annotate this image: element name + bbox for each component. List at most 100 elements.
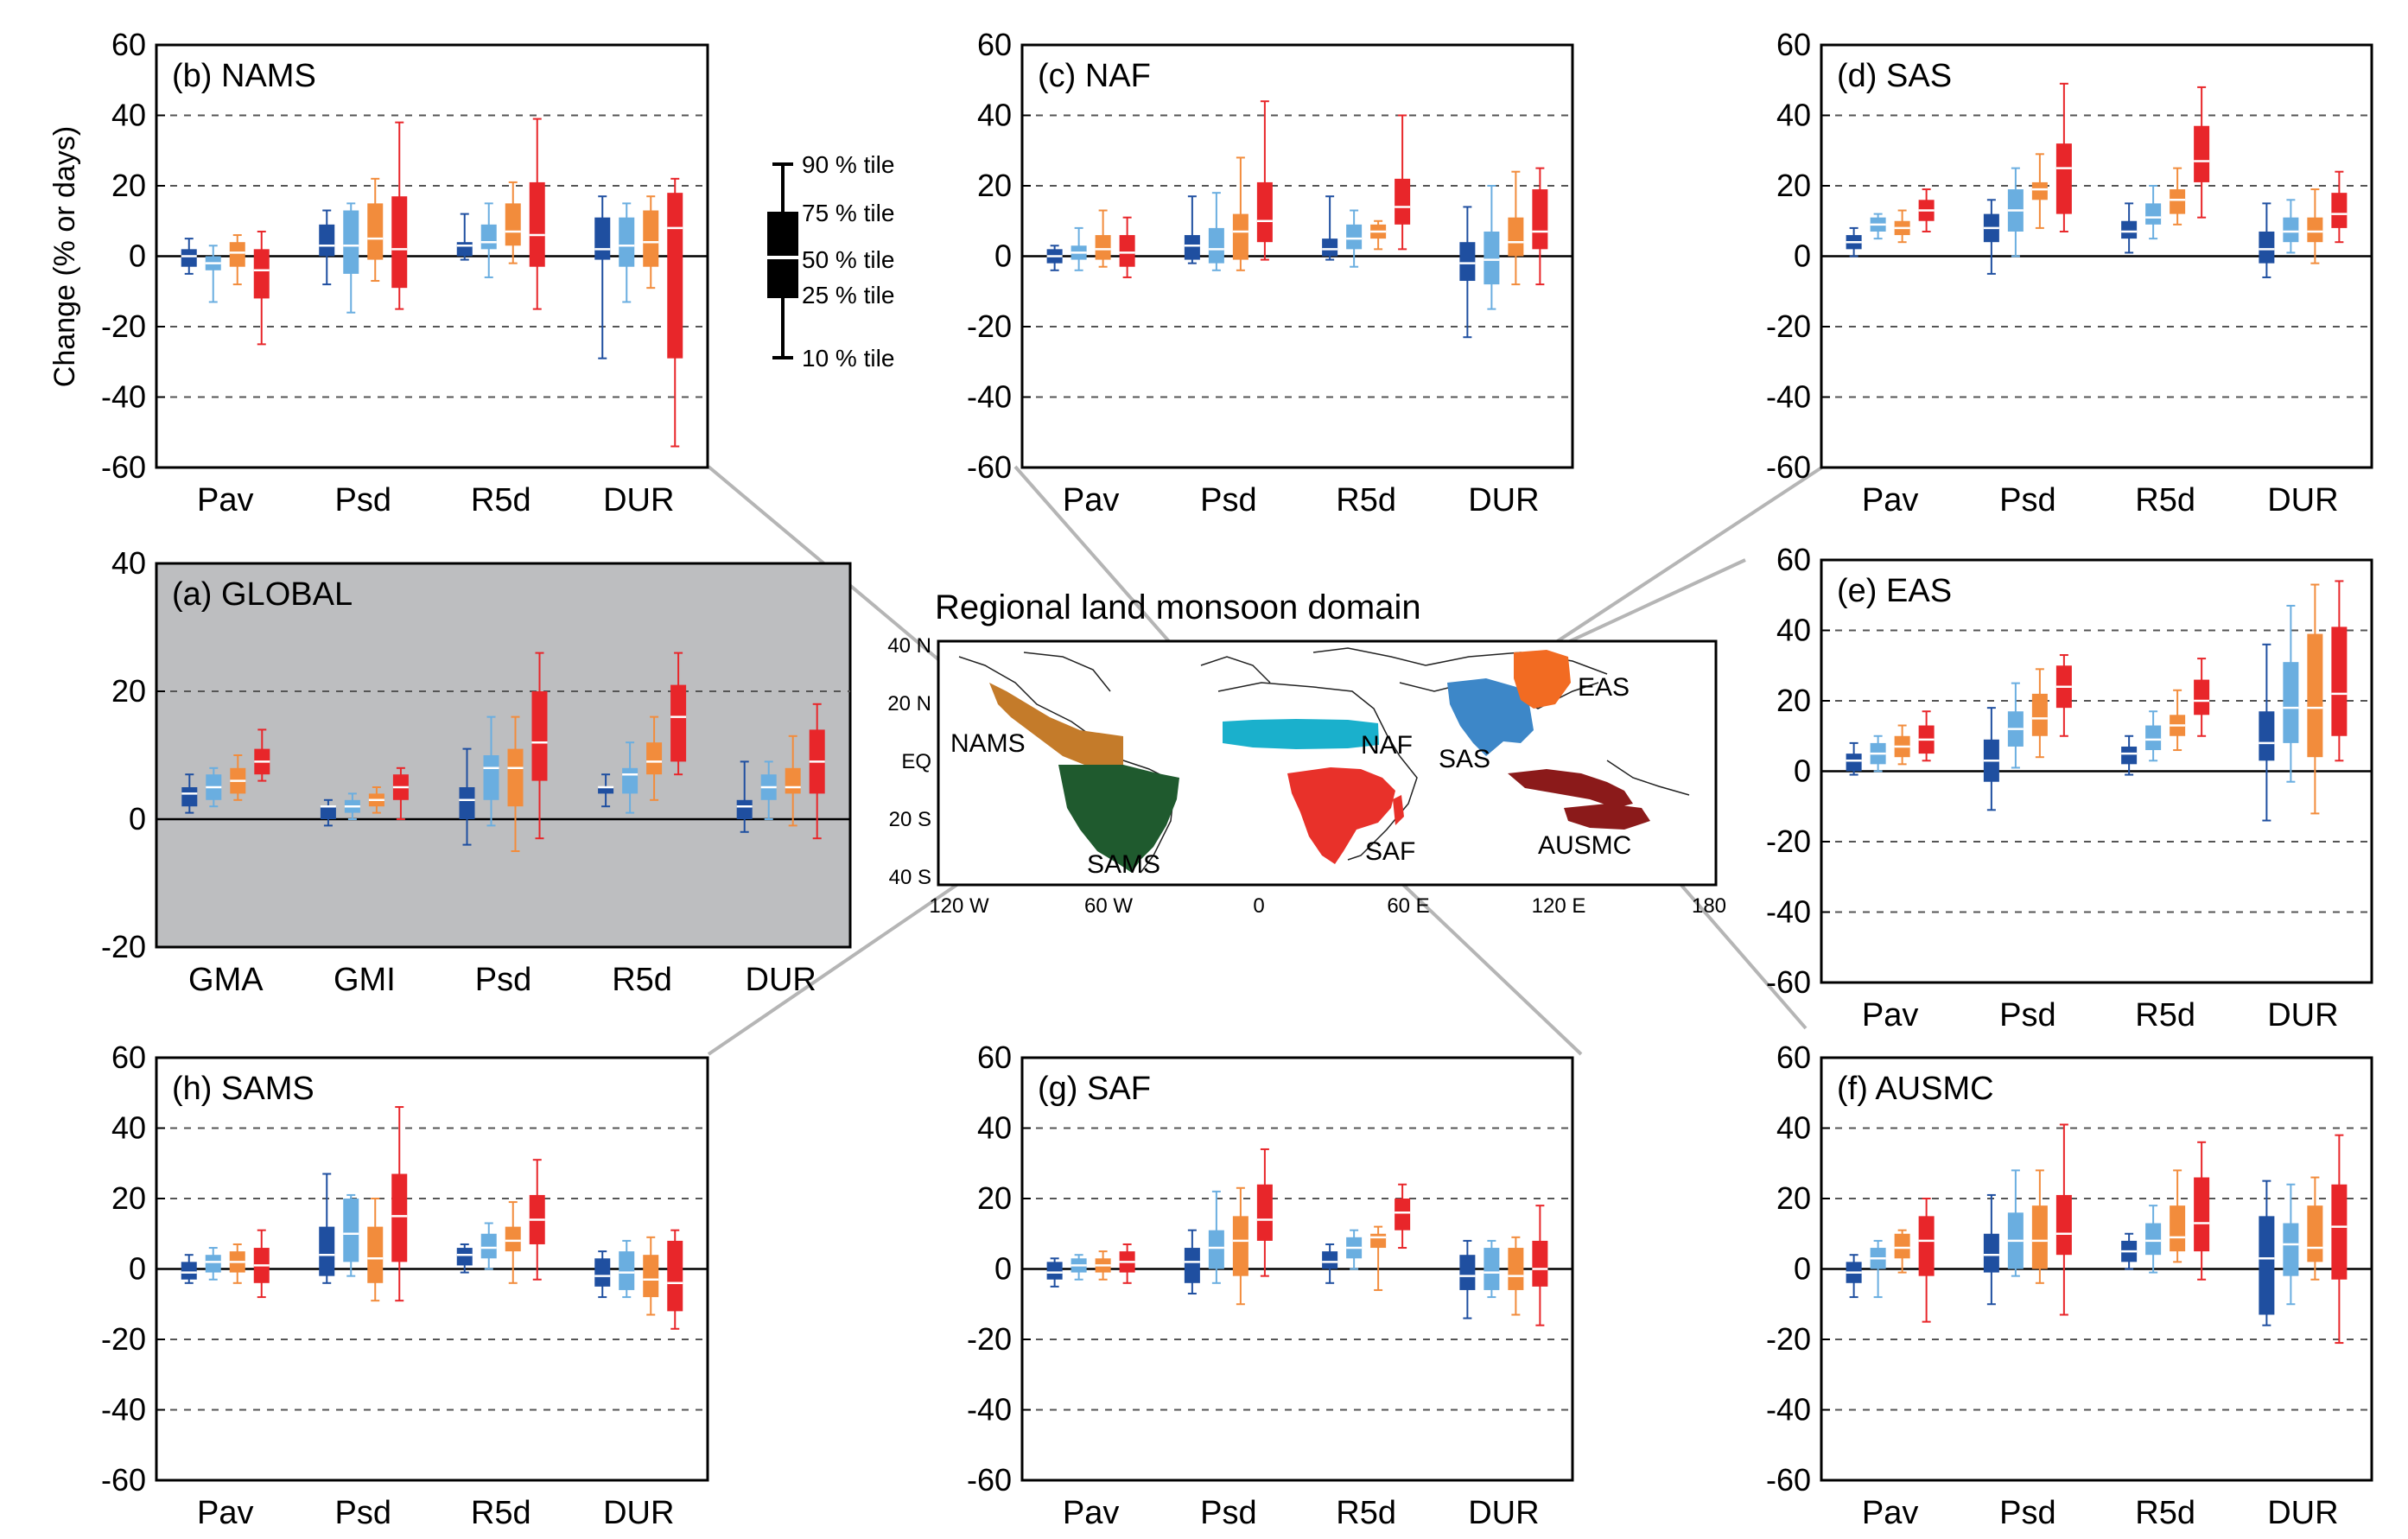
y-tick-label-sas: -40 xyxy=(1766,379,1811,415)
y-axis-label: Change (% or days) xyxy=(48,126,81,387)
map-lon-120w: 120 W xyxy=(929,894,989,918)
category-label-sams: Pav xyxy=(197,1495,253,1531)
box-body xyxy=(2307,1205,2323,1262)
y-tick-label-sas: -60 xyxy=(1766,449,1811,485)
category-label-global: GMA xyxy=(188,962,264,998)
box-body xyxy=(2259,231,2275,264)
box-body xyxy=(2145,1223,2162,1256)
region-ausmc-2 xyxy=(1564,804,1650,830)
y-tick-label-nams: 20 xyxy=(111,168,146,203)
category-label-ausmc: Pav xyxy=(1862,1495,1918,1531)
map-lat-eq: EQ xyxy=(901,750,931,773)
box-body xyxy=(505,1226,521,1252)
box-body xyxy=(2031,181,2048,200)
box-body xyxy=(2194,1177,2210,1252)
y-tick-label-naf: 40 xyxy=(977,98,1012,133)
box-body xyxy=(667,193,683,359)
panel-global: 40 20 0 -20 (a) GLOBAL GMA GMI Psd R5d DUR xyxy=(101,545,852,998)
box-body xyxy=(456,1248,473,1266)
y-tick-label-sams: 0 xyxy=(129,1251,146,1287)
category-label-nams: Psd xyxy=(335,482,391,518)
y-tick-label-saf: 20 xyxy=(977,1180,1012,1216)
box-body xyxy=(483,755,499,800)
box-body xyxy=(343,1199,359,1262)
category-label-global: Psd xyxy=(475,962,531,998)
box-body xyxy=(2031,1205,2048,1269)
category-label-nams: R5d xyxy=(471,482,531,518)
legend-label-10: 10 % tile xyxy=(802,345,894,372)
region-eas xyxy=(1514,650,1571,709)
box-body xyxy=(643,210,659,267)
category-label-nams: Pav xyxy=(197,482,253,518)
box-body xyxy=(2170,1205,2186,1252)
box-body xyxy=(2194,125,2210,182)
box-body xyxy=(670,684,687,762)
category-label-eas: R5d xyxy=(2135,997,2195,1033)
box-body xyxy=(1346,224,1363,250)
box-body xyxy=(594,217,611,260)
map-lon-60e: 60 E xyxy=(1387,894,1429,918)
category-label-ausmc: R5d xyxy=(2135,1495,2195,1531)
box-body xyxy=(1484,1248,1500,1290)
y-tick-label-naf: 60 xyxy=(977,27,1012,62)
y-tick-label-sas: 0 xyxy=(1794,238,1811,274)
box-body xyxy=(1894,1233,1910,1259)
box-body xyxy=(1459,1255,1476,1290)
box-body xyxy=(1208,227,1224,264)
y-tick-label-nams: 60 xyxy=(111,27,146,62)
y-tick-label-eas: 0 xyxy=(1794,754,1811,789)
panel-nams: 60 40 20 0 -20 -40 -60 (b) NAMS Pav Psd R5d DUR xyxy=(101,27,709,518)
map-label-nams: NAMS xyxy=(950,729,1026,758)
box-body xyxy=(1208,1230,1224,1269)
box-body xyxy=(1508,217,1524,257)
panel-saf: 60 40 20 0 -20 -40 -60 (g) SAF Pav Psd R5d DUR xyxy=(967,1040,1574,1531)
box-body xyxy=(1370,1233,1387,1249)
box-body xyxy=(736,799,753,819)
y-tick-label-ausmc: 40 xyxy=(1776,1110,1811,1146)
box-body xyxy=(181,249,197,267)
box-body xyxy=(1232,1216,1248,1276)
map-lon-120e: 120 E xyxy=(1532,894,1586,918)
y-tick-label-nams: -20 xyxy=(101,308,146,344)
box-body xyxy=(2331,1184,2348,1280)
region-naf xyxy=(1223,719,1379,749)
box-body xyxy=(343,210,359,274)
category-label-naf: R5d xyxy=(1336,482,1396,518)
y-tick-label-ausmc: 0 xyxy=(1794,1251,1811,1287)
y-tick-label-sams: 20 xyxy=(111,1180,146,1216)
y-tick-label-saf: 0 xyxy=(994,1251,1012,1287)
box-legend: 90 % tile 75 % tile 50 % tile 25 % tile … xyxy=(767,151,894,372)
category-label-naf: Psd xyxy=(1200,482,1256,518)
category-label-saf: Psd xyxy=(1200,1495,1256,1531)
legend-label-50: 50 % tile xyxy=(802,246,894,273)
category-label-naf: DUR xyxy=(1468,482,1539,518)
box-body xyxy=(1484,231,1500,285)
box-body xyxy=(253,249,270,299)
y-tick-label-saf: 60 xyxy=(977,1040,1012,1075)
y-tick-label-sas: 20 xyxy=(1776,168,1811,203)
category-label-ausmc: Psd xyxy=(1999,1495,2055,1531)
box-body xyxy=(2031,693,2048,736)
category-label-saf: R5d xyxy=(1336,1495,1396,1531)
panel-eas: 60 40 20 0 -20 -40 -60 (e) EAS Pav Psd R5d DUR xyxy=(1766,542,2373,1033)
region-saf xyxy=(1287,767,1395,864)
y-tick-label-ausmc: 20 xyxy=(1776,1180,1811,1216)
panel-title-nams: (b) NAMS xyxy=(172,58,316,94)
category-label-sas: Psd xyxy=(1999,482,2055,518)
category-label-global: DUR xyxy=(746,962,816,998)
map-label-saf: SAF xyxy=(1365,837,1415,866)
box-body xyxy=(2055,143,2072,214)
legend-box xyxy=(767,212,798,298)
box-body xyxy=(1322,238,1338,257)
map-lon-180: 180 xyxy=(1692,894,1726,918)
category-label-sams: DUR xyxy=(603,1495,674,1531)
box-body xyxy=(1395,1199,1411,1231)
box-body xyxy=(1918,1216,1935,1276)
y-tick-label-ausmc: 60 xyxy=(1776,1040,1811,1075)
region-sams xyxy=(1058,765,1179,873)
box-body xyxy=(2259,711,2275,761)
box-body xyxy=(598,787,614,794)
panel-title-ausmc: (f) AUSMC xyxy=(1837,1071,1994,1107)
y-tick-label-eas: -20 xyxy=(1766,824,1811,859)
box-body xyxy=(2194,679,2210,715)
